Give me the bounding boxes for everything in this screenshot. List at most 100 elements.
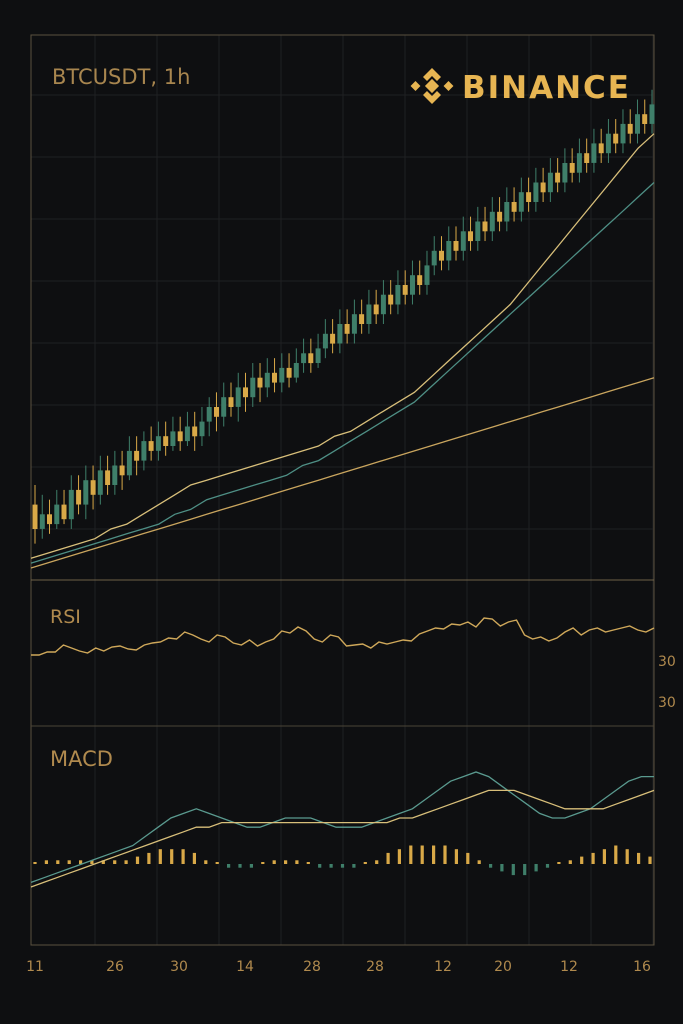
candle-down (32, 504, 38, 529)
macd-histogram-bar-negative (238, 864, 242, 868)
candle-down (308, 353, 314, 364)
candle-down (584, 153, 590, 163)
candle-up (155, 436, 161, 451)
candle-up (410, 275, 415, 295)
macd-line (30, 771, 654, 884)
macd-histogram-bar-positive (432, 845, 436, 864)
candle-up (649, 104, 655, 124)
candle-down (76, 489, 82, 505)
x-axis-tick-label: 28 (366, 959, 384, 975)
macd-histogram-bar-positive (420, 845, 424, 864)
x-axis-tick-label: 16 (633, 959, 651, 975)
macd-histogram-bar-positive (215, 862, 219, 864)
macd-histogram-bar-positive (33, 862, 37, 864)
candle-down (468, 231, 473, 242)
macd-histogram-bar-positive (261, 862, 265, 864)
macd-histogram-bar-negative (318, 864, 322, 868)
candle-up (380, 294, 386, 315)
candle-up (199, 421, 205, 437)
macd-histogram-bar-positive (557, 862, 561, 864)
candle-up (424, 265, 430, 285)
candle-down (359, 314, 365, 324)
macd-histogram-bar-positive (648, 856, 652, 864)
candle-up (591, 143, 597, 163)
binance-wordmark: BINANCE (462, 70, 631, 106)
macd-histogram-bar-positive (79, 860, 83, 864)
candle-up (337, 324, 343, 344)
macd-histogram-bar-positive (466, 852, 470, 864)
macd-histogram-bar-positive (295, 860, 299, 864)
macd-histogram-bar-positive (637, 852, 641, 864)
macd-signal-line (30, 789, 655, 888)
candle-down (134, 450, 140, 461)
candle-up (39, 514, 45, 529)
moving-average-slow-line (30, 377, 655, 569)
macd-histogram-bar-positive (375, 860, 379, 864)
macd-histogram-bar-negative (500, 864, 504, 872)
candle-up (293, 363, 299, 378)
candle-down (148, 441, 154, 451)
candle-up (315, 348, 321, 363)
candle-down (540, 182, 546, 193)
candle-down (598, 143, 604, 154)
macd-histogram-bar-positive (306, 862, 310, 864)
macd-histogram-bar-negative (329, 864, 333, 868)
macd-histogram-bar-negative (227, 864, 231, 868)
candle-up (184, 426, 190, 442)
rsi-title: RSI (50, 606, 81, 628)
macd-histogram-bar-positive (568, 860, 572, 864)
candle-down (526, 192, 532, 202)
rsi-line (31, 617, 655, 656)
binance-logo: BINANCE (410, 68, 631, 106)
macd-histogram-bar-positive (409, 845, 413, 864)
x-axis-tick-label: 11 (26, 959, 44, 975)
macd-histogram-bar-negative (352, 864, 356, 868)
macd-histogram-bar-positive (272, 860, 276, 864)
candle-down (417, 275, 423, 285)
x-axis-tick-label: 30 (170, 959, 188, 975)
macd-histogram-bar-positive (158, 849, 162, 864)
candle-up (206, 407, 212, 422)
candle-up (250, 377, 256, 398)
x-axis: 11 26 30 14 28 28 12 20 12 16 (26, 959, 651, 975)
candle-down (555, 172, 561, 183)
macd-histogram-bar-positive (454, 849, 458, 864)
chart-frame (30, 34, 655, 946)
macd-histogram-bar-positive (56, 860, 60, 864)
x-axis-tick-label: 12 (434, 959, 452, 975)
candle-down (61, 504, 67, 520)
macd-histogram-bar-positive (170, 849, 174, 864)
candle-up (126, 450, 132, 476)
candle-up (431, 250, 437, 266)
macd-histogram-bar-positive (192, 852, 196, 864)
candle-down (330, 333, 336, 344)
candle-up (446, 241, 452, 261)
macd-histogram-bar-positive (90, 860, 94, 864)
macd-histogram-bar-positive (477, 860, 481, 864)
macd-histogram-bar-positive (113, 860, 117, 864)
candle-down (373, 304, 379, 315)
macd-title: MACD (50, 747, 113, 771)
candle-up (504, 202, 510, 222)
candle-up (576, 153, 582, 173)
x-axis-tick-label: 14 (236, 959, 254, 975)
candle-down (511, 202, 517, 212)
x-axis-tick-label: 28 (303, 959, 321, 975)
macd-histogram-bar-positive (67, 860, 71, 864)
candle-down (569, 163, 575, 173)
macd-histogram-bar-positive (147, 852, 151, 864)
candle-down (613, 133, 619, 144)
macd-histogram-bar-positive (443, 845, 447, 864)
macd-histogram-bar-positive (363, 862, 367, 864)
rsi-pane (31, 617, 655, 656)
macd-histogram-bar-positive (44, 860, 48, 864)
macd-histogram-bar-positive (591, 852, 595, 864)
candle-up (54, 504, 60, 525)
macd-histogram-bar-negative (523, 864, 527, 876)
rsi-level-label-upper: 30 (658, 654, 676, 670)
macd-histogram-bar-positive (386, 852, 390, 864)
macd-histogram-bar-negative (511, 864, 515, 876)
candle-down (257, 377, 263, 388)
macd-histogram-bar-negative (534, 864, 538, 872)
candle-down (105, 470, 111, 485)
